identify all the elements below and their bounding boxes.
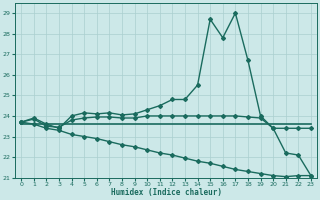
X-axis label: Humidex (Indice chaleur): Humidex (Indice chaleur) — [111, 188, 221, 197]
